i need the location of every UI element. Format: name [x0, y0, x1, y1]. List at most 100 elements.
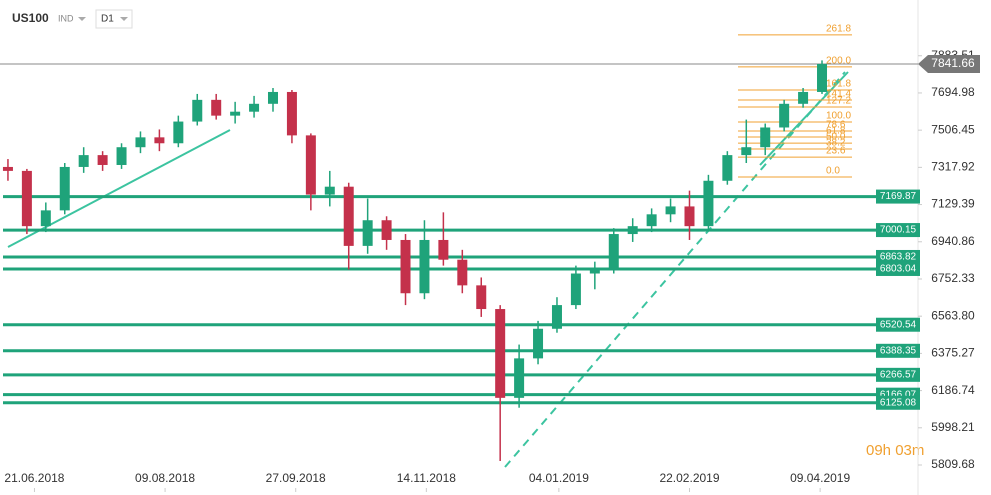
candle-body: [438, 239, 449, 260]
market: IND: [58, 13, 74, 23]
candle-body: [343, 186, 354, 246]
level-tag: [876, 343, 920, 358]
candle-body: [476, 285, 487, 310]
y-tick-label: 7129.39: [931, 197, 975, 211]
candle-body: [779, 103, 790, 128]
candle-body: [817, 63, 828, 92]
level-tag: [876, 367, 920, 382]
timeframe[interactable]: D1: [101, 14, 114, 25]
candle-body: [684, 206, 695, 227]
level-tag: [876, 223, 920, 238]
candle-body: [116, 147, 127, 165]
fib-label: 261.8: [826, 24, 851, 35]
candle-body: [760, 127, 771, 148]
candle-body: [589, 269, 600, 274]
fib-label: 161.8: [826, 79, 851, 90]
candle-body: [798, 91, 809, 104]
level-label: 6803.04: [880, 264, 917, 275]
level-label: 7000.15: [880, 225, 917, 236]
candle-body: [608, 234, 619, 270]
candle-body: [400, 239, 411, 294]
y-tick-label: 5809.68: [931, 457, 975, 471]
x-tick-label: 22.02.2019: [659, 471, 719, 485]
level-tag: [876, 317, 920, 332]
x-tick-label: 14.11.2018: [397, 471, 456, 485]
candle-body: [59, 166, 70, 211]
trend-line: [759, 71, 849, 166]
fib-label: 141.4: [826, 89, 851, 100]
fib-label: 100.0: [826, 111, 851, 122]
candle-body: [40, 210, 51, 227]
countdown: 09h 03m: [866, 442, 924, 459]
dropdown-arrow[interactable]: [78, 17, 86, 21]
y-tick-label: 6186.74: [931, 383, 975, 397]
level-tag: [876, 189, 920, 204]
fib-label: 200.0: [826, 56, 851, 67]
candle-body: [362, 220, 373, 246]
candle-body: [267, 91, 278, 104]
level-label: 6520.54: [880, 319, 917, 330]
y-tick-label: 7694.98: [931, 85, 975, 99]
y-tick-label: 6375.27: [931, 346, 975, 360]
fib-label: 50.0: [826, 132, 846, 143]
candle-body: [741, 147, 752, 156]
candle-body: [551, 305, 562, 329]
candle-body: [192, 99, 203, 122]
candle-body: [154, 137, 165, 144]
candle-body: [78, 155, 89, 167]
candle-body: [533, 328, 544, 359]
y-tick-label: 6752.33: [931, 271, 975, 285]
symbol: US100: [12, 11, 49, 25]
fib-label: 38.2: [826, 138, 846, 149]
candle-body: [457, 259, 468, 286]
y-tick-label: 6940.86: [931, 234, 975, 248]
last-price-tag: [918, 55, 980, 74]
candle-body: [21, 170, 32, 227]
candle-body: [514, 358, 525, 398]
level-label: 6166.07: [880, 389, 917, 400]
candle-body: [211, 99, 222, 116]
candle-body: [173, 121, 184, 144]
candle-body: [703, 180, 714, 227]
last-price-label: 7841.66: [931, 56, 975, 70]
y-tick-label: 6563.80: [931, 308, 975, 322]
x-tick-label: 09.04.2019: [790, 471, 850, 485]
candle-body: [665, 206, 676, 215]
candle-body: [495, 309, 506, 398]
level-tag: [876, 249, 920, 264]
y-tick-label: 7506.45: [931, 122, 975, 136]
level-label: 6266.57: [880, 369, 917, 380]
level-label: 6863.82: [880, 252, 917, 263]
level-label: 7169.87: [880, 191, 917, 202]
candle-body: [249, 103, 260, 112]
trend-line-dashed: [504, 71, 846, 468]
candle-body: [305, 135, 316, 195]
candle-body: [419, 239, 430, 294]
candle-body: [570, 273, 581, 306]
fib-label: 23.6: [826, 146, 846, 157]
candle-body: [722, 155, 733, 181]
level-tag: [876, 261, 920, 276]
x-tick-label: 04.01.2019: [529, 471, 589, 485]
candle-body: [324, 186, 335, 195]
fib-label: 61.8: [826, 126, 846, 137]
trend-line: [7, 129, 231, 248]
candle-body: [381, 220, 392, 240]
x-tick-label: 27.09.2018: [266, 471, 326, 485]
candle-body: [230, 111, 241, 116]
timeframe-box[interactable]: [95, 9, 133, 29]
candle-body: [135, 137, 146, 148]
x-tick-label: 21.06.2018: [4, 471, 64, 485]
level-tag: [876, 395, 920, 410]
fib-label: 127.2: [826, 96, 851, 107]
candle-body: [97, 155, 108, 165]
candle-body: [646, 214, 657, 227]
candle-body: [286, 91, 297, 136]
fib-label: 78.6: [826, 120, 846, 131]
level-label: 6388.35: [880, 345, 917, 356]
dropdown-arrow[interactable]: [120, 17, 128, 21]
x-tick-label: 09.08.2018: [135, 471, 195, 485]
level-label: 6125.08: [880, 397, 917, 408]
